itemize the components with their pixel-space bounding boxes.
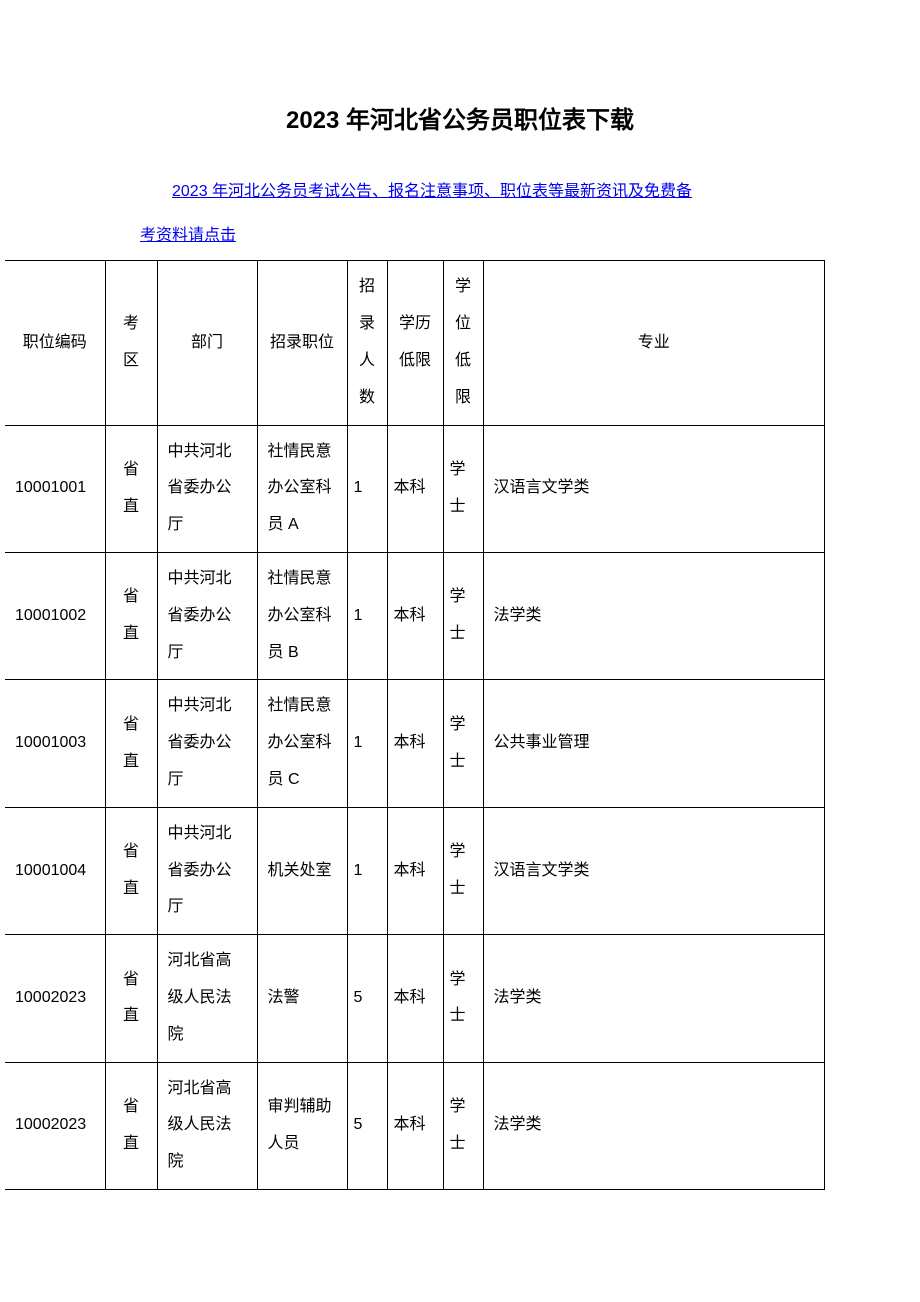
page-title: 2023 年河北省公务员职位表下载: [95, 100, 825, 135]
cell-code: 10001004: [5, 807, 105, 934]
cell-count: 1: [347, 425, 387, 552]
table-row: 10001004 省直 中共河北省委办公厅 机关处室 1 本科 学士 汉语言文学…: [5, 807, 825, 934]
cell-position: 社情民意办公室科员 C: [257, 680, 347, 807]
cell-major: 汉语言文学类: [483, 807, 825, 934]
cell-degree: 学士: [443, 425, 483, 552]
header-count: 招录人数: [347, 261, 387, 425]
header-degree: 学位低限: [443, 261, 483, 425]
positions-table: 职位编码 考区 部门 招录职位 招录人数 学历低限 学位低限 专业 100010…: [5, 260, 825, 1190]
cell-dept: 中共河北省委办公厅: [157, 680, 257, 807]
cell-education: 本科: [387, 425, 443, 552]
cell-dept: 中共河北省委办公厅: [157, 425, 257, 552]
cell-position: 审判辅助人员: [257, 1062, 347, 1189]
cell-education: 本科: [387, 935, 443, 1062]
header-code: 职位编码: [5, 261, 105, 425]
table-row: 10002023 省直 河北省高级人民法院 法警 5 本科 学士 法学类: [5, 935, 825, 1062]
cell-degree: 学士: [443, 807, 483, 934]
info-link-line1[interactable]: 2023 年河北公务员考试公告、报名注意事项、职位表等最新资讯及免费备: [140, 170, 825, 215]
header-area: 考区: [105, 261, 157, 425]
header-dept: 部门: [157, 261, 257, 425]
cell-position: 机关处室: [257, 807, 347, 934]
cell-degree: 学士: [443, 680, 483, 807]
cell-area: 省直: [105, 425, 157, 552]
cell-count: 1: [347, 552, 387, 679]
cell-major: 汉语言文学类: [483, 425, 825, 552]
header-major: 专业: [483, 261, 825, 425]
info-link-line2[interactable]: 考资料请点击: [140, 223, 825, 249]
cell-education: 本科: [387, 680, 443, 807]
header-position: 招录职位: [257, 261, 347, 425]
cell-degree: 学士: [443, 1062, 483, 1189]
cell-code: 10001002: [5, 552, 105, 679]
cell-degree: 学士: [443, 552, 483, 679]
table-row: 10001001 省直 中共河北省委办公厅 社情民意办公室科员 A 1 本科 学…: [5, 425, 825, 552]
header-education: 学历低限: [387, 261, 443, 425]
cell-major: 法学类: [483, 935, 825, 1062]
cell-code: 10001001: [5, 425, 105, 552]
cell-dept: 中共河北省委办公厅: [157, 552, 257, 679]
cell-count: 1: [347, 807, 387, 934]
table-body: 10001001 省直 中共河北省委办公厅 社情民意办公室科员 A 1 本科 学…: [5, 425, 825, 1189]
cell-dept: 河北省高级人民法院: [157, 935, 257, 1062]
table-row: 10001002 省直 中共河北省委办公厅 社情民意办公室科员 B 1 本科 学…: [5, 552, 825, 679]
cell-area: 省直: [105, 680, 157, 807]
cell-area: 省直: [105, 1062, 157, 1189]
cell-major: 法学类: [483, 1062, 825, 1189]
table-row: 10002023 省直 河北省高级人民法院 审判辅助人员 5 本科 学士 法学类: [5, 1062, 825, 1189]
table-header-row: 职位编码 考区 部门 招录职位 招录人数 学历低限 学位低限 专业: [5, 261, 825, 425]
cell-count: 5: [347, 1062, 387, 1189]
cell-education: 本科: [387, 552, 443, 679]
cell-area: 省直: [105, 935, 157, 1062]
table-row: 10001003 省直 中共河北省委办公厅 社情民意办公室科员 C 1 本科 学…: [5, 680, 825, 807]
cell-code: 10001003: [5, 680, 105, 807]
cell-major: 公共事业管理: [483, 680, 825, 807]
cell-code: 10002023: [5, 935, 105, 1062]
cell-dept: 中共河北省委办公厅: [157, 807, 257, 934]
cell-major: 法学类: [483, 552, 825, 679]
cell-area: 省直: [105, 552, 157, 679]
cell-count: 5: [347, 935, 387, 1062]
cell-education: 本科: [387, 807, 443, 934]
cell-code: 10002023: [5, 1062, 105, 1189]
cell-position: 社情民意办公室科员 B: [257, 552, 347, 679]
cell-dept: 河北省高级人民法院: [157, 1062, 257, 1189]
cell-area: 省直: [105, 807, 157, 934]
cell-position: 社情民意办公室科员 A: [257, 425, 347, 552]
cell-count: 1: [347, 680, 387, 807]
cell-position: 法警: [257, 935, 347, 1062]
cell-degree: 学士: [443, 935, 483, 1062]
cell-education: 本科: [387, 1062, 443, 1189]
